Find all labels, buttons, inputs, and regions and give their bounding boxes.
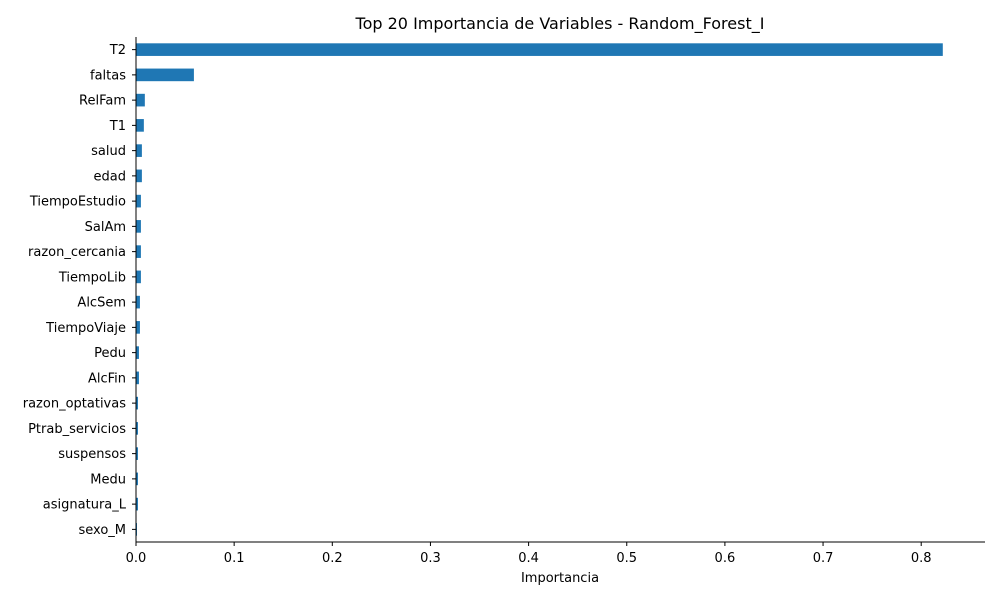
x-tick-label: 0.6 [715, 551, 736, 566]
bar-AlcFin [136, 371, 139, 385]
y-tick-label: razon_cercania [28, 245, 126, 260]
x-tick-label: 0.1 [224, 551, 245, 566]
x-axis-label: Importancia [521, 571, 599, 586]
x-tick-label: 0.2 [322, 551, 343, 566]
y-tick-label: edad [94, 169, 126, 184]
x-tick-label: 0.8 [911, 551, 932, 566]
x-tick-label: 0.4 [518, 551, 539, 566]
y-tick-label: salud [91, 144, 126, 159]
y-tick-label: T1 [109, 119, 126, 134]
y-tick-label: AlcSem [77, 296, 126, 311]
bar-razon_optativas [136, 396, 138, 410]
x-tick-label: 0.7 [813, 551, 834, 566]
y-tick-label: Medu [90, 472, 126, 487]
y-tick-labels: T2 faltas RelFam T1 salud edad TiempoEstudio Sa… [23, 43, 136, 538]
bar-salud [136, 144, 142, 157]
bar-T2 [136, 43, 943, 56]
y-tick-label: RelFam [79, 94, 126, 109]
y-tick-label: sexo_M [78, 523, 126, 538]
y-tick-label: Pedu [94, 346, 126, 361]
bar-faltas [136, 68, 194, 82]
bars-group [136, 43, 943, 536]
bar-AlcSem [136, 295, 140, 309]
y-tick-label: faltas [90, 68, 126, 83]
bar-Ptrab_servicios [136, 422, 138, 435]
bar-T1 [136, 119, 144, 132]
x-ticks: 0.0 0.1 0.2 0.3 0.4 0.5 0.6 0.7 0.8 [126, 542, 932, 566]
y-tick-label: razon_optativas [23, 397, 126, 412]
bar-asignatura_L [136, 497, 138, 511]
y-tick-label: Ptrab_servicios [28, 422, 126, 437]
y-tick-label: TiempoEstudio [29, 195, 126, 210]
y-tick-label: TiempoViaje [45, 321, 126, 336]
y-tick-label: AlcFin [88, 371, 126, 386]
y-tick-label: T2 [109, 43, 126, 58]
bar-Pedu [136, 346, 139, 359]
bar-razon_cercania [136, 245, 141, 258]
bar-RelFam [136, 93, 145, 107]
bar-edad [136, 169, 142, 183]
y-tick-label: asignatura_L [43, 498, 127, 513]
x-tick-label: 0.3 [420, 551, 441, 566]
bar-TiempoEstudio [136, 194, 141, 208]
y-tick-label: SalAm [85, 220, 126, 235]
chart-title: Top 20 Importancia de Variables - Random… [355, 14, 765, 34]
bar-TiempoViaje [136, 321, 140, 334]
x-tick-label: 0.0 [126, 551, 147, 566]
y-tick-label: TiempoLib [58, 270, 126, 285]
y-tick-label: suspensos [58, 447, 126, 462]
x-tick-label: 0.5 [616, 551, 637, 566]
bar-SalAm [136, 220, 141, 233]
bar-TiempoLib [136, 270, 141, 284]
bar-Medu [136, 472, 138, 486]
bar-suspensos [136, 447, 138, 460]
